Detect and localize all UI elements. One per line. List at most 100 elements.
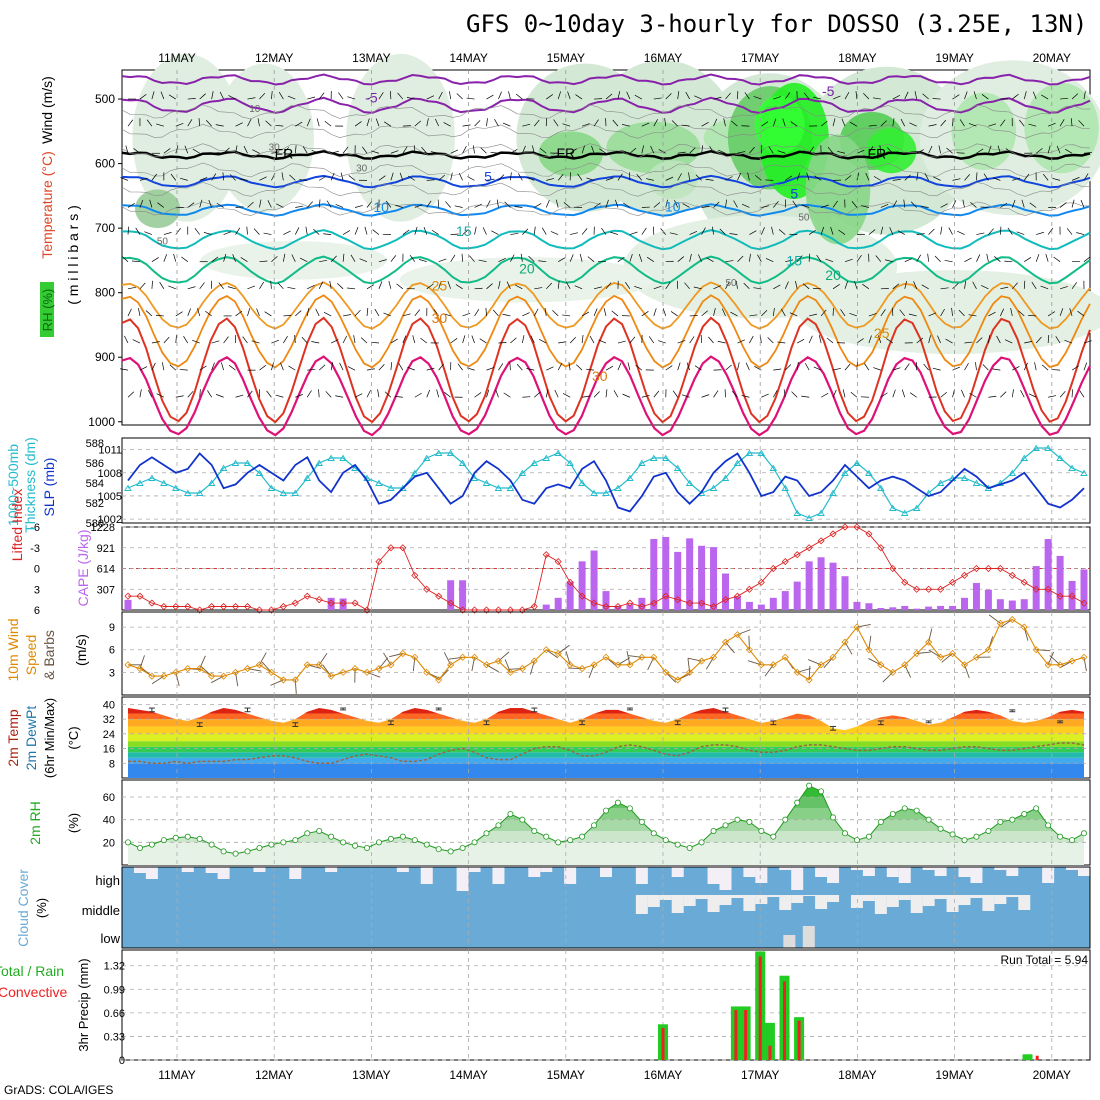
wind-barb [581,123,590,127]
wind-barb [133,148,141,154]
wind-barb [1065,148,1073,154]
cape-axis-label: CAPE (J/kg) [75,529,91,606]
wind-barb [593,119,599,127]
wind-barb [132,339,141,344]
wind-barb [725,364,732,371]
cloud-high-gap [181,867,194,872]
wind-barb [295,121,303,127]
wind-barb [510,172,512,181]
wind-barb [247,285,256,290]
thickness-point [578,479,586,486]
wind10-point [1044,661,1052,669]
wind-barb [522,228,529,235]
wind-barb [701,227,706,235]
li-point [650,599,658,607]
wind10-point [399,649,407,658]
cloud-high-gap [420,867,433,884]
li-point [220,602,228,611]
wind-barb [629,253,633,262]
wind-barb [323,311,332,317]
wind-barb [653,118,658,127]
wind-barb [430,151,439,154]
li-point [327,599,335,607]
wind-barb [617,362,622,371]
wind-barb [198,118,201,127]
thickness-point [124,484,132,491]
wind-barb [964,174,971,181]
cape-bar [459,580,467,610]
wind-barb [593,286,602,290]
wind-barb [820,309,827,317]
wind-barb [181,256,188,262]
thickness-point [709,484,718,491]
wind-barb [629,231,638,235]
cloud-mid-fill [635,895,648,914]
temp-band [128,733,1084,742]
cloud-high-gap [898,867,911,883]
wind-barb [283,253,286,262]
wind-barb [375,118,380,127]
thickness-point [303,474,312,481]
wind-barb [315,308,320,317]
rh-contour-label: 30 [269,143,281,154]
wind-barb [636,174,643,181]
thickness-point [650,454,658,461]
wind-barb [725,176,733,181]
wind-barb [1004,260,1013,263]
wind-barb [605,389,608,398]
wind-barb [1059,390,1066,398]
wind-barb [385,200,392,208]
wind-barb [773,96,782,100]
wind-barb [306,390,312,398]
rh-point [650,830,657,837]
wind10-point [423,668,431,676]
li-point [901,578,909,586]
wind-barb [986,253,989,262]
wind10-point [279,676,287,684]
wind-barb [433,309,439,317]
thickness-point [685,479,694,486]
wind-barb [832,118,836,127]
slp-tick-label: 1011 [98,445,122,457]
wind-barb [1059,202,1067,208]
precip-axis-label: 3hr Precip (mm) [76,958,91,1051]
wind-barb [940,226,943,235]
cloud-mid-fill [910,895,923,913]
wind-barb [761,121,769,127]
wind-barb [664,118,667,127]
rh-contour-0 [121,104,1091,120]
wind-barb [684,282,690,290]
wind-barb [575,94,583,100]
wind-barb [586,177,595,181]
wind-barb [570,232,578,235]
rh-point [698,839,705,846]
day-label-top: 19MAY [935,51,973,65]
thickness-point [614,484,622,491]
wind-barb [617,256,625,262]
rh-contour-1 [121,123,1091,139]
wind10-point [1068,657,1076,665]
wind-barb [904,91,909,100]
wind-barb [599,148,607,154]
wind10-point [566,661,574,669]
wind-barb [565,281,571,289]
wind-barb [689,253,692,262]
wind-barb [151,91,155,100]
iso-15 [121,229,1091,251]
rh-point [148,841,155,848]
wind-barb [207,390,212,398]
wind-barb [897,230,905,235]
cape-bar [996,599,1004,610]
wind-barb [932,367,941,371]
wind-barb [921,284,929,290]
wind-barb [627,362,631,371]
wind-barb [371,150,380,154]
iso-5 [121,174,1091,189]
wind-barb [976,148,984,154]
wind-barb [808,335,813,344]
wind10-point [972,653,981,661]
wind10-point [793,668,801,676]
precip-convective-bar [758,956,762,1060]
wind-barb [913,281,918,289]
wind-barb [868,146,874,154]
